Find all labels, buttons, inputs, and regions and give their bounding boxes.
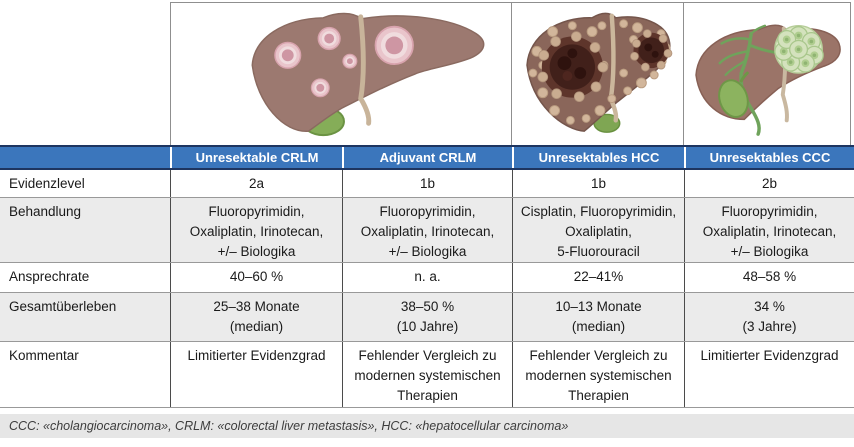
cholangiocarcinoma-tumor [774,24,824,74]
crlm-liver-illustration [171,3,511,145]
table-cell: 34 % (3 Jahre) [684,293,854,341]
hcc-tumor-large [537,30,608,102]
table-cell: 25–38 Monate (median) [170,293,342,341]
table-row-gesamtueberleben: Gesamtüberleben 25–38 Monate (median) 38… [0,293,854,342]
table-row-kommentar: Kommentar Limitierter Evidenzgrad Fehlen… [0,342,854,408]
table-cell: 48–58 % [684,263,854,292]
row-label: Behandlung [9,204,82,219]
column-header-unresektable-crlm: Unresektable CRLM [170,147,342,168]
table-cell: Fluoropyrimidin, Oxaliplatin, Irinotecan… [684,198,854,262]
table-header-row: Unresektable CRLM Adjuvant CRLM Unresekt… [0,145,854,170]
table-cell: 2b [684,170,854,197]
illustration-box [170,2,851,145]
table-cell: Fluoropyrimidin, Oxaliplatin, Irinotecan… [342,198,512,262]
table-cell: Fehlender Vergleich zu modernen systemis… [342,342,512,407]
table-cell: Limitierter Evidenzgrad [170,342,342,407]
table-cell: 38–50 % (10 Jahre) [342,293,512,341]
metastasis-nodules [274,25,415,97]
column-header-unresektables-ccc: Unresektables CCC [684,147,854,168]
table-cell: 40–60 % [170,263,342,292]
ccc-liver-illustration [683,3,850,145]
row-label: Ansprechrate [9,269,90,284]
column-header-unresektables-hcc: Unresektables HCC [512,147,684,168]
row-label: Evidenzlevel [9,176,85,191]
header-empty-cell [0,147,170,168]
table-cell: 2a [170,170,342,197]
table-cell: 1b [512,170,684,197]
hcc-liver-icon [525,12,673,133]
table-cell: Fehlender Vergleich zu modernen systemis… [512,342,684,407]
table-cell: 10–13 Monate (median) [512,293,684,341]
table-cell: Cisplatin, Fluoropyrimidin, Oxaliplatin,… [512,198,684,262]
table-row-behandlung: Behandlung Fluoropyrimidin, Oxaliplatin,… [0,198,854,263]
crlm-liver-icon [251,12,485,136]
table-cell: n. a. [342,263,512,292]
abbreviation-footnote: CCC: «cholangiocarcinoma», CRLM: «colore… [0,414,854,438]
table-cell: Fluoropyrimidin, Oxaliplatin, Irinotecan… [170,198,342,262]
table-cell: 1b [342,170,512,197]
table-row-evidenzlevel: Evidenzlevel 2a 1b 1b 2b [0,170,854,198]
column-header-adjuvant-crlm: Adjuvant CRLM [342,147,512,168]
row-label: Kommentar [9,348,79,363]
liver-illustration-strip [0,0,854,145]
ccc-liver-icon [695,23,841,136]
table-cell: Limitierter Evidenzgrad [684,342,854,407]
gallbladder [718,71,749,118]
hcc-tumor-small [629,28,673,71]
table-row-ansprechrate: Ansprechrate 40–60 % n. a. 22–41% 48–58 … [0,263,854,293]
hcc-liver-illustration [511,3,683,145]
row-label: Gesamtüberleben [9,299,117,314]
table-cell: 22–41% [512,263,684,292]
